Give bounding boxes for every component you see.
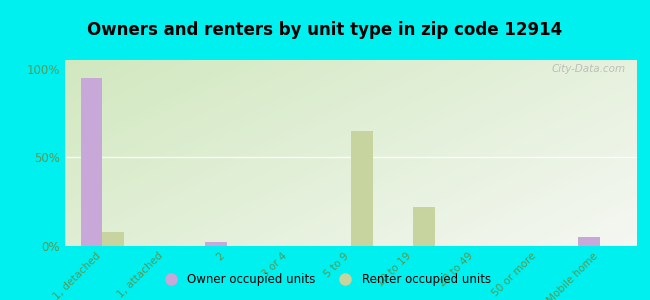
Bar (351, 131, 372, 246)
Bar (578, 237, 600, 246)
Legend: Owner occupied units, Renter occupied units: Owner occupied units, Renter occupied un… (154, 269, 496, 291)
Text: Owners and renters by unit type in zip code 12914: Owners and renters by unit type in zip c… (87, 21, 563, 39)
Text: City-Data.com: City-Data.com (551, 64, 625, 74)
Bar (205, 242, 227, 246)
Bar (81, 78, 102, 246)
Bar (413, 207, 435, 246)
Bar (102, 232, 124, 246)
